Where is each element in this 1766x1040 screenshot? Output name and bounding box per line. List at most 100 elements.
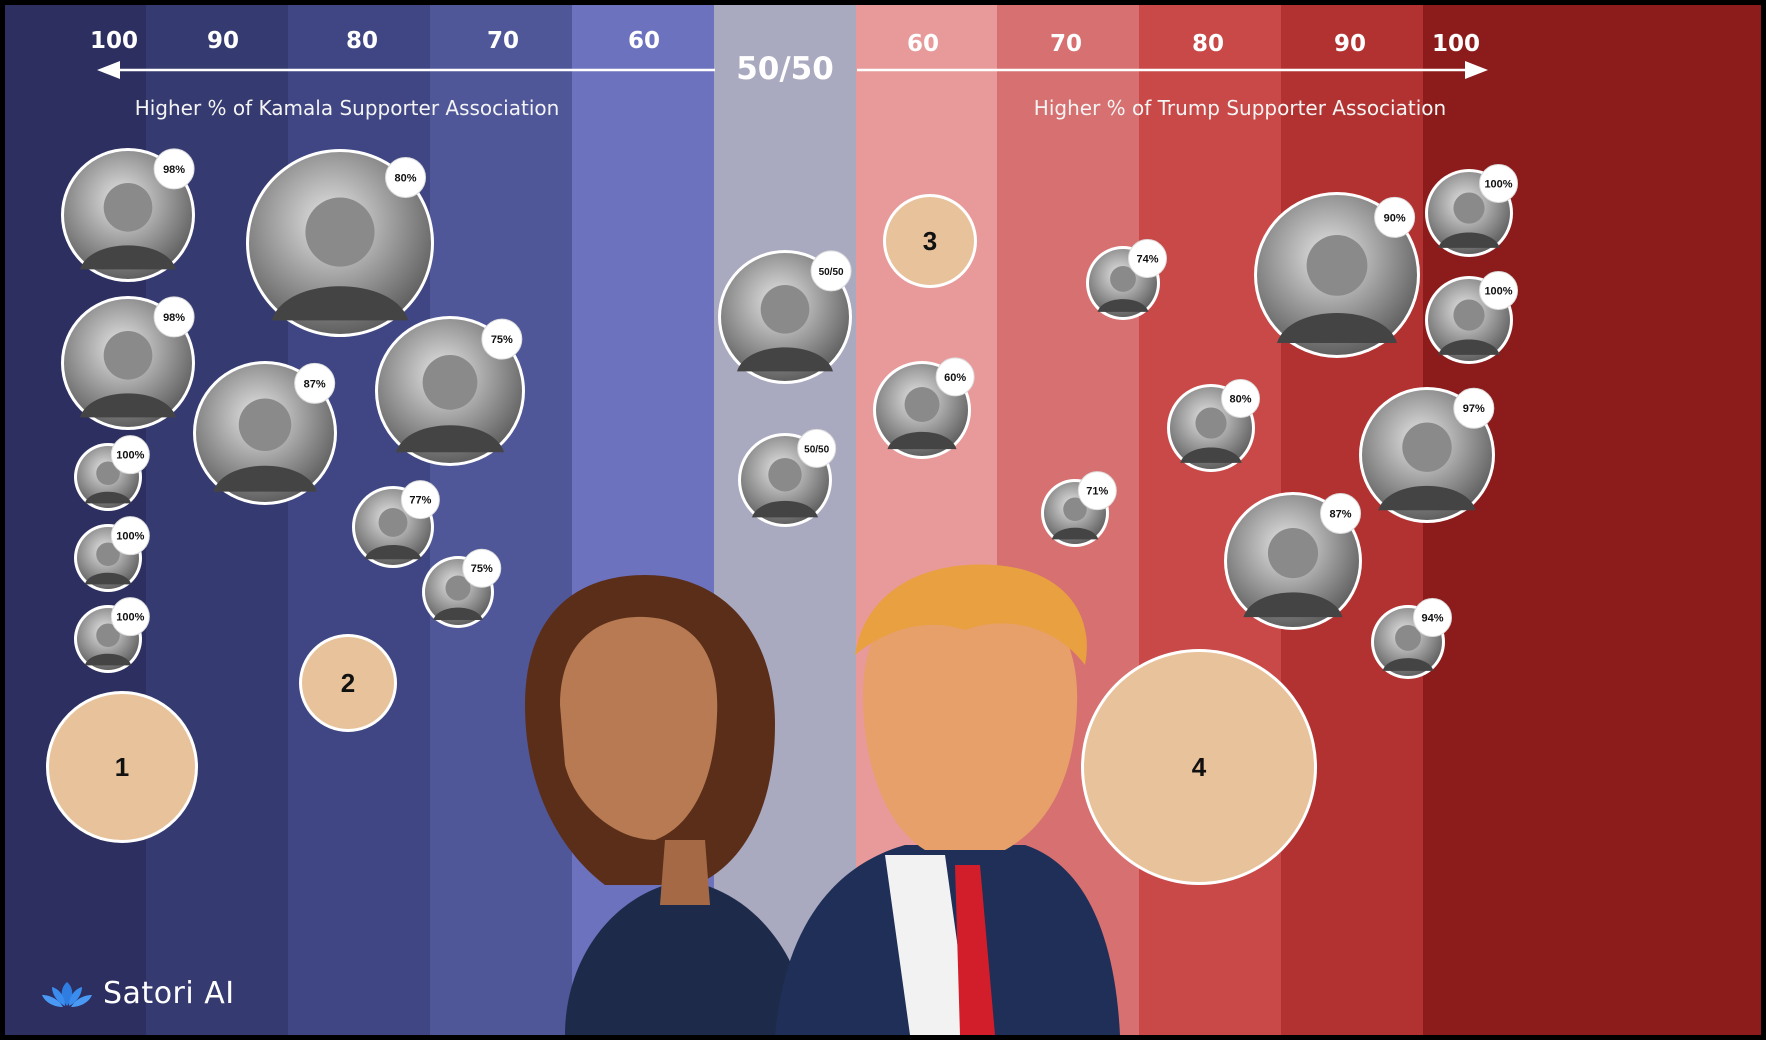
person-bubble[interactable]: 94% (1371, 598, 1452, 679)
person-shoulders-icon (80, 245, 176, 270)
badge (153, 148, 195, 190)
brand-name: Satori AI (103, 976, 235, 1011)
badge-label: 100% (1484, 285, 1512, 297)
person-head-icon (1453, 299, 1485, 331)
person-bubble[interactable]: 75% (375, 316, 525, 466)
kamala-side-label: Higher % of Kamala Supporter Association (135, 96, 560, 120)
marker-4[interactable]: 4 (1081, 649, 1317, 885)
badge-label: 100% (116, 612, 144, 624)
person-head-icon (1267, 528, 1319, 579)
person-head-icon (445, 575, 471, 601)
person-bubble[interactable]: 50/50 (718, 250, 852, 384)
chart-stage: 100 90 80 70 60 60 70 80 90 100 50/50 Higher % of K… (5, 5, 1761, 1035)
person-bubble[interactable]: 98% (61, 296, 195, 430)
badge-label: 90% (1384, 212, 1406, 224)
marker-1[interactable]: 1 (46, 691, 198, 843)
tick-label-kamala-70: 70 (487, 28, 519, 54)
badge-label: 50/50 (804, 444, 829, 455)
badge (935, 357, 975, 397)
person-head-icon (96, 623, 120, 648)
left-arrow-icon (97, 61, 120, 79)
tick-label-kamala-100: 100 (90, 28, 138, 54)
marker-label: 4 (1192, 752, 1207, 782)
badge (400, 480, 440, 520)
person-bubble[interactable]: 100% (74, 597, 150, 673)
badge-label: 100% (1484, 178, 1512, 190)
person-head-icon (305, 197, 375, 267)
person-bubble[interactable]: 100% (74, 516, 150, 592)
badge (110, 516, 150, 556)
person-bubble[interactable]: 80% (246, 149, 434, 337)
person-bubble[interactable]: 98% (61, 148, 195, 282)
person-head-icon (1110, 266, 1136, 292)
tick-label-kamala-60: 60 (628, 28, 660, 54)
badge-label: 80% (395, 172, 417, 184)
badge (385, 156, 427, 198)
person-bubble[interactable]: 50/50 (738, 428, 837, 527)
person-bubble[interactable]: 100% (74, 435, 150, 511)
marker-circle (1084, 652, 1314, 882)
tick-label-trump-100: 100 (1432, 31, 1480, 57)
person-bubble[interactable]: 60% (873, 357, 975, 459)
badge-label: 87% (1330, 508, 1352, 520)
badge-label: 50/50 (819, 267, 844, 278)
person-head-icon (1063, 497, 1087, 522)
person-shoulders-icon (364, 545, 422, 560)
person-bubble[interactable]: 71% (1041, 471, 1117, 547)
candidate-kamala (525, 575, 810, 1035)
person-shoulders-icon (1378, 485, 1476, 511)
marker-2[interactable]: 2 (299, 634, 397, 732)
person-head-icon (1306, 235, 1368, 296)
badge-label: 80% (1230, 393, 1252, 405)
badge (1412, 598, 1452, 638)
badge-label: 75% (471, 563, 493, 575)
chart-svg: 100 90 80 70 60 60 70 80 90 100 50/50 Higher % of K… (5, 5, 1761, 1035)
marker-label: 2 (341, 668, 355, 698)
badge (810, 250, 852, 292)
person-shoulders-icon (737, 347, 833, 372)
marker-circle (886, 197, 974, 285)
badge (1479, 163, 1519, 203)
badge (110, 435, 150, 475)
tick-label-trump-90: 90 (1334, 31, 1366, 57)
badge-label: 87% (304, 378, 326, 390)
person-bubble[interactable]: 100% (1425, 163, 1519, 257)
person-bubble[interactable]: 90% (1254, 192, 1420, 358)
person-bubble[interactable]: 87% (193, 361, 337, 505)
marker-label: 3 (923, 226, 937, 256)
person-head-icon (768, 458, 802, 492)
band-10 (1423, 5, 1761, 1035)
badge (1320, 492, 1362, 534)
badge (110, 597, 150, 637)
person-bubble[interactable]: 74% (1086, 239, 1167, 320)
badge-label: 71% (1086, 486, 1108, 498)
candidate-trump (775, 564, 1120, 1035)
badge (1374, 196, 1416, 238)
person-bubble[interactable]: 75% (422, 548, 502, 628)
person-bubble[interactable]: 87% (1224, 492, 1362, 630)
person-shoulders-icon (887, 431, 957, 450)
person-shoulders-icon (752, 500, 818, 518)
person-shoulders-icon (1277, 313, 1397, 343)
candidate-illustrations (525, 564, 1120, 1035)
badge-label: 75% (491, 334, 513, 346)
marker-3[interactable]: 3 (883, 194, 977, 288)
person-bubble[interactable]: 100% (1425, 270, 1519, 364)
marker-label: 1 (115, 752, 129, 782)
lotus-icon (42, 981, 92, 1007)
tick-label-kamala-80: 80 (346, 28, 378, 54)
person-bubble[interactable]: 80% (1167, 378, 1261, 472)
person-head-icon (1395, 625, 1421, 651)
marker-circle (302, 637, 394, 729)
tick-label-trump-80: 80 (1192, 31, 1224, 57)
badge-label: 100% (116, 531, 144, 543)
person-bubble[interactable]: 77% (352, 480, 440, 568)
person-bubble[interactable]: 97% (1359, 387, 1495, 523)
person-head-icon (103, 183, 153, 232)
trump-side-label: Higher % of Trump Supporter Association (1034, 96, 1446, 120)
brand: Satori AI (41, 976, 235, 1011)
badge (153, 296, 195, 338)
person-shoulders-icon (396, 425, 504, 453)
person-head-icon (238, 398, 292, 451)
person-shoulders-icon (84, 491, 132, 504)
